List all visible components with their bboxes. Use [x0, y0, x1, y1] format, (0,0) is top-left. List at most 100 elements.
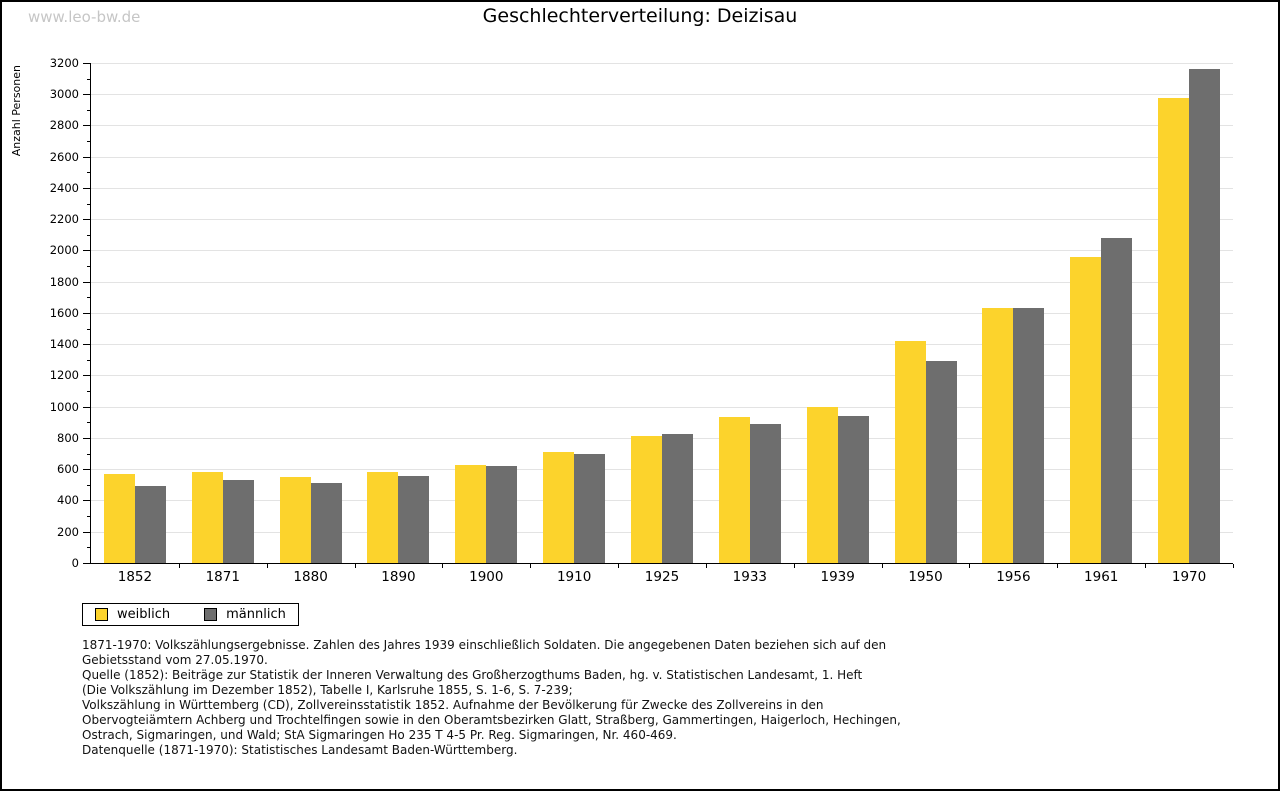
bar-group-1956 [969, 63, 1057, 563]
legend-label-weiblich: weiblich [117, 607, 171, 622]
y-minor-tick-100 [87, 547, 90, 548]
x-axis-label-1939: 1939 [820, 569, 855, 585]
y-minor-tick-1500 [87, 329, 90, 330]
y-tick-3000 [83, 94, 90, 95]
y-tick-1000 [83, 407, 90, 408]
legend-label-männlich: männlich [226, 607, 286, 622]
x-tick-13 [1233, 564, 1234, 568]
bar-männlich-1950 [925, 361, 957, 563]
bar-weiblich-1956 [982, 308, 1014, 563]
x-axis-label-1956: 1956 [996, 569, 1031, 585]
x-tick-7 [706, 564, 707, 568]
footnote-line-5: Volkszählung in Württemberg (CD), Zollve… [82, 698, 824, 712]
bar-männlich-1910 [574, 454, 606, 563]
footnote-line-3: Quelle (1852): Beiträge zur Statistik de… [82, 668, 863, 682]
footnote-line-4: (Die Volkszählung im Dezember 1852), Tab… [82, 683, 573, 697]
gridline-1000 [91, 407, 1233, 408]
gridline-1800 [91, 282, 1233, 283]
x-tick-11 [1057, 564, 1058, 568]
y-minor-tick-2100 [87, 235, 90, 236]
y-tick-label-1000: 1000 [49, 400, 79, 414]
y-minor-tick-300 [87, 516, 90, 517]
x-axis-label-1950: 1950 [908, 569, 943, 585]
footnote-line-1: 1871-1970: Volkszählungsergebnisse. Zahl… [82, 638, 887, 652]
y-tick-label-1600: 1600 [49, 306, 79, 320]
y-tick-label-0: 0 [71, 556, 79, 570]
x-tick-12 [1145, 564, 1146, 568]
y-tick-3200 [83, 63, 90, 64]
bar-group-1933 [706, 63, 794, 563]
bar-weiblich-1970 [1158, 98, 1190, 563]
y-minor-tick-500 [87, 485, 90, 486]
x-tick-3 [355, 564, 356, 568]
bar-weiblich-1880 [279, 477, 311, 563]
gridline-3000 [91, 94, 1233, 95]
x-tick-9 [882, 564, 883, 568]
y-tick-200 [83, 532, 90, 533]
y-tick-label-400: 400 [57, 493, 79, 507]
bar-weiblich-1852 [103, 474, 135, 563]
y-minor-tick-2300 [87, 204, 90, 205]
y-tick-label-1800: 1800 [49, 275, 79, 289]
watermark: www.leo-bw.de [28, 8, 141, 26]
bar-männlich-1925 [661, 434, 693, 563]
x-axis-label-1933: 1933 [732, 569, 768, 585]
y-tick-label-3000: 3000 [49, 87, 79, 101]
y-tick-800 [83, 438, 90, 439]
x-axis-label-1852: 1852 [117, 569, 153, 585]
gridline-1600 [91, 313, 1233, 314]
bar-group-1939 [794, 63, 882, 563]
x-tick-2 [267, 564, 268, 568]
y-tick-1800 [83, 282, 90, 283]
y-tick-600 [83, 469, 90, 470]
footnote-line-2: Gebietsstand vom 27.05.1970. [82, 653, 268, 667]
y-minor-tick-700 [87, 454, 90, 455]
plot-area: 0 200 400 600 800 1000 1200 1400 1600 1800 2000 220… [50, 57, 1234, 585]
y-tick-label-800: 800 [57, 431, 79, 445]
bar-weiblich-1925 [630, 436, 662, 563]
gridline-2200 [91, 219, 1233, 220]
x-tick-1 [179, 564, 180, 568]
bar-group-1900 [442, 63, 530, 563]
y-tick-0 [83, 563, 90, 564]
bar-group-1910 [530, 63, 618, 563]
y-tick-1400 [83, 344, 90, 345]
gridline-2000 [91, 250, 1233, 251]
page-title: Geschlechterverteilung: Deizisau [482, 5, 798, 27]
y-minor-tick-2700 [87, 141, 90, 142]
y-tick-label-1200: 1200 [49, 368, 79, 382]
y-tick-label-3200: 3200 [49, 56, 79, 70]
bar-männlich-1961 [1101, 238, 1133, 563]
gridline-2800 [91, 125, 1233, 126]
legend-item-weiblich: weiblich [95, 607, 170, 622]
y-tick-2400 [83, 188, 90, 189]
y-tick-1600 [83, 313, 90, 314]
bar-männlich-1900 [486, 466, 518, 563]
bar-männlich-1890 [398, 476, 430, 563]
datasource-line: Datenquelle (1871-1970): Statistisches L… [82, 743, 518, 757]
x-axis-label-1910: 1910 [556, 569, 592, 585]
y-axis-title: Anzahl Personen [10, 65, 23, 157]
gridline-2400 [91, 188, 1233, 189]
footnotes: 1871-1970: Volkszählungsergebnisse. Zahl… [82, 638, 901, 743]
x-axis-label-1925: 1925 [644, 569, 680, 585]
y-minor-tick-2900 [87, 110, 90, 111]
y-tick-label-2800: 2800 [49, 118, 79, 132]
y-minor-tick-1300 [87, 360, 90, 361]
bar-männlich-1880 [310, 483, 342, 563]
y-tick-label-200: 200 [57, 525, 79, 539]
y-minor-tick-2500 [87, 172, 90, 173]
y-minor-tick-1700 [87, 297, 90, 298]
bar-männlich-1933 [749, 424, 781, 563]
bar-männlich-1939 [837, 416, 869, 563]
y-tick-label-2200: 2200 [49, 212, 79, 226]
bar-weiblich-1961 [1070, 257, 1102, 563]
x-axis-label-1890: 1890 [381, 569, 416, 585]
y-tick-1200 [83, 375, 90, 376]
legend-swatch-männlich [204, 608, 218, 621]
x-tick-6 [618, 564, 619, 568]
y-minor-tick-3100 [87, 79, 90, 80]
x-axis-label-1880: 1880 [293, 569, 328, 585]
legend: weiblich männlich [82, 603, 299, 626]
